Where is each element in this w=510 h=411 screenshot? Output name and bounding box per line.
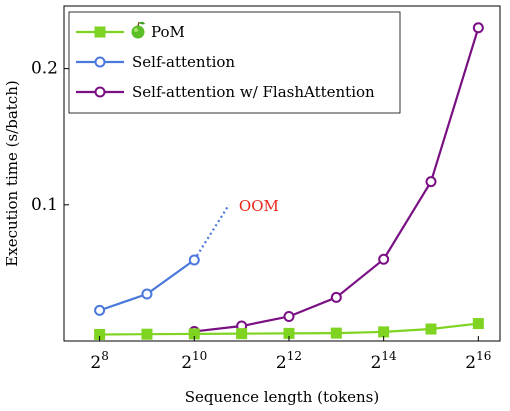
x-tick-exponent: 16 [476, 349, 491, 363]
pom-series [94, 318, 484, 340]
x-tick-base: 2 [276, 353, 287, 373]
plot-frame [63, 5, 501, 342]
legend-box [68, 11, 401, 114]
legend-marker [94, 26, 106, 38]
flashattention-data-point [472, 22, 484, 34]
x-tick-exponent: 14 [381, 349, 397, 363]
self-attention-series [94, 204, 230, 316]
legend-marker [94, 56, 106, 68]
x-tick-base: 2 [90, 353, 101, 373]
apple-body [131, 25, 145, 39]
x-tick-exponent: 10 [192, 349, 207, 363]
self-attention-data-point [188, 254, 200, 266]
pom-data-point [378, 326, 390, 338]
apple-leaf [139, 21, 145, 25]
apple-stem [137, 21, 140, 27]
pom-data-point [188, 328, 200, 340]
pom-data-point [236, 328, 248, 340]
pom-data-point [283, 327, 295, 339]
flashattention-data-point [283, 310, 295, 322]
pom-data-point [425, 323, 437, 335]
green-apple-icon [131, 21, 145, 39]
x-tick-base: 2 [465, 353, 476, 373]
x-tick-label: 210 [181, 349, 207, 373]
self-attention-line [99, 259, 195, 312]
x-tick-exponent: 12 [287, 349, 302, 363]
legend-label: Self-attention [132, 53, 235, 71]
x-tick-base: 2 [371, 353, 382, 373]
pom-data-point [330, 327, 342, 339]
x-tick-label: 28 [90, 349, 108, 373]
legend-marker [94, 86, 106, 98]
x-axis-label: Sequence length (tokens) [185, 388, 379, 406]
legend-label: PoM [151, 23, 185, 41]
self-attention-data-point [94, 304, 106, 316]
y-axis-label: Execution time (s/batch) [3, 80, 21, 266]
pom-data-point [94, 328, 106, 340]
x-tick-base: 2 [181, 353, 192, 373]
x-tick-exponent: 8 [101, 349, 109, 363]
y-tick-label: 0.1 [31, 195, 58, 215]
x-tick-label: 216 [465, 349, 491, 373]
flashattention-data-point [425, 176, 437, 188]
y-tick-label: 0.2 [31, 59, 58, 79]
oom-annotation: OOM [239, 197, 279, 215]
series-layer: OOM [94, 22, 484, 340]
self-attention-oom-extension [193, 204, 230, 261]
pom-data-point [141, 328, 153, 340]
x-tick-label: 212 [276, 349, 302, 373]
apple-highlight [134, 28, 138, 32]
flashattention-data-point [330, 291, 342, 303]
pom-data-point [472, 318, 484, 330]
x-tick-label: 214 [371, 349, 397, 373]
self-attention-data-point [141, 288, 153, 300]
flashattention-data-point [378, 253, 390, 265]
legend-label: Self-attention w/ FlashAttention [132, 83, 375, 101]
legend: PoM Self-attention Self-attention w/ Flash… [68, 11, 401, 114]
